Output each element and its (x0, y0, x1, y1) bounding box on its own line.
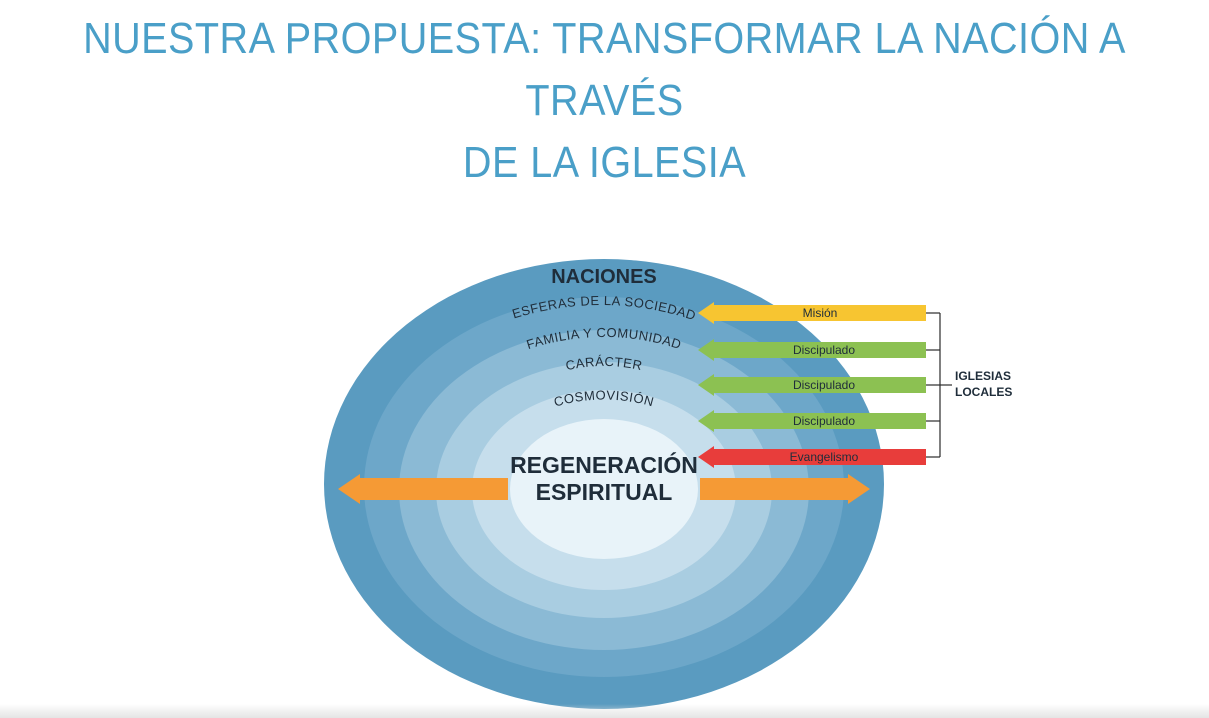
arrow-mision: Misión (698, 302, 926, 324)
arrow-mision-label: Misión (803, 306, 838, 320)
page-title: NUESTRA PROPUESTA: TRANSFORMAR LA NACIÓN… (60, 8, 1148, 194)
arrow-evangelismo: Evangelismo (698, 446, 926, 468)
churches-label-line-1: IGLESIAS (955, 369, 1011, 383)
label-naciones: NACIONES (551, 266, 657, 288)
core-label-line-1: REGENERACIÓN (510, 451, 698, 478)
churches-label-line-2: LOCALES (955, 385, 1012, 399)
outward-arrow-right (700, 474, 870, 504)
bottom-edge-shadow (0, 704, 1209, 718)
title-line-2: DE LA IGLESIA (462, 138, 747, 187)
arrow-discipulado-2: Discipulado (698, 374, 926, 396)
arrow-discipulado-1: Discipulado (698, 339, 926, 361)
core-circle (510, 419, 698, 559)
arrow-discipulado-2-label: Discipulado (793, 378, 855, 392)
title-line-1: NUESTRA PROPUESTA: TRANSFORMAR LA NACIÓN… (83, 14, 1126, 125)
core-label-line-2: ESPIRITUAL (536, 479, 673, 505)
arrow-discipulado-3-label: Discipulado (793, 414, 855, 428)
arrow-evangelismo-label: Evangelismo (790, 450, 859, 464)
outward-arrow-left (338, 474, 508, 504)
label-cosmovision: COSMOVISIÓN (552, 387, 656, 409)
churches-bracket (926, 312, 952, 458)
arrow-discipulado-3: Discipulado (698, 410, 926, 432)
arrow-discipulado-1-label: Discipulado (793, 343, 855, 357)
